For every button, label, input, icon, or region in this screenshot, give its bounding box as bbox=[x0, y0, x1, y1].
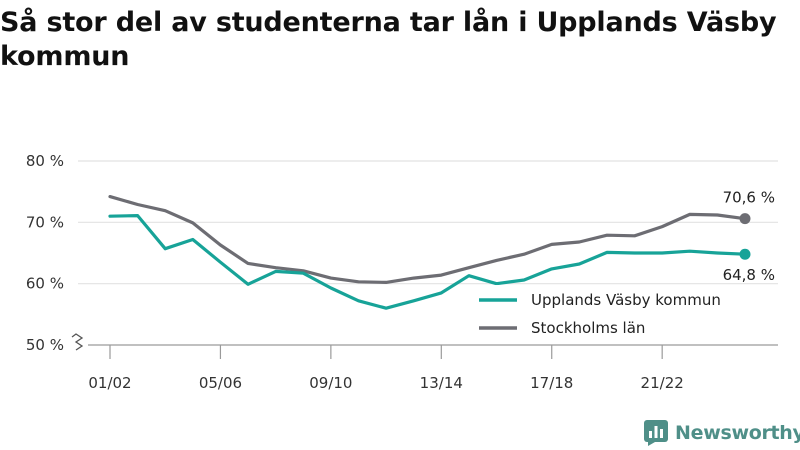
newsworthy-brand: Newsworthy bbox=[644, 418, 800, 448]
x-tick-label: 09/10 bbox=[309, 374, 352, 392]
x-tick-label: 13/14 bbox=[420, 374, 463, 392]
chart-title: Så stor del av studenterna tar lån i Upp… bbox=[0, 7, 777, 72]
legend: Upplands Väsby kommun Stockholms län bbox=[471, 285, 771, 343]
grid-lines bbox=[78, 160, 778, 285]
brand-name: Newsworthy bbox=[675, 422, 800, 444]
axes bbox=[70, 333, 778, 359]
series-line-1 bbox=[108, 195, 747, 284]
tick-labels: 50 % 60 % 70 % 80 % 01/02 05/06 09/10 13/14 17/1… bbox=[26, 152, 775, 392]
legend-background bbox=[471, 285, 771, 343]
y-tick-label: 70 % bbox=[26, 213, 64, 231]
axis-break-mask bbox=[70, 334, 88, 349]
y-tick-label: 80 % bbox=[26, 152, 64, 170]
series-line-0 bbox=[108, 214, 747, 310]
x-tick-label: 01/02 bbox=[88, 374, 131, 392]
bar-chart-logo-icon bbox=[644, 420, 668, 446]
series-end-label: 70,6 % bbox=[723, 189, 775, 207]
y-tick-label: 50 % bbox=[26, 336, 64, 354]
series-lines bbox=[108, 195, 751, 310]
x-tick-label: 21/22 bbox=[641, 374, 684, 392]
x-tick-label: 17/18 bbox=[530, 374, 573, 392]
x-tick-label: 05/06 bbox=[199, 374, 242, 392]
series-end-marker bbox=[739, 248, 751, 260]
legend-label: Stockholms län bbox=[531, 319, 645, 337]
series-end-label: 64,8 % bbox=[723, 266, 775, 284]
legend-label: Upplands Väsby kommun bbox=[531, 291, 721, 309]
y-tick-label: 60 % bbox=[26, 275, 64, 293]
y-axis-break-icon bbox=[71, 333, 84, 351]
series-end-marker bbox=[739, 213, 751, 225]
